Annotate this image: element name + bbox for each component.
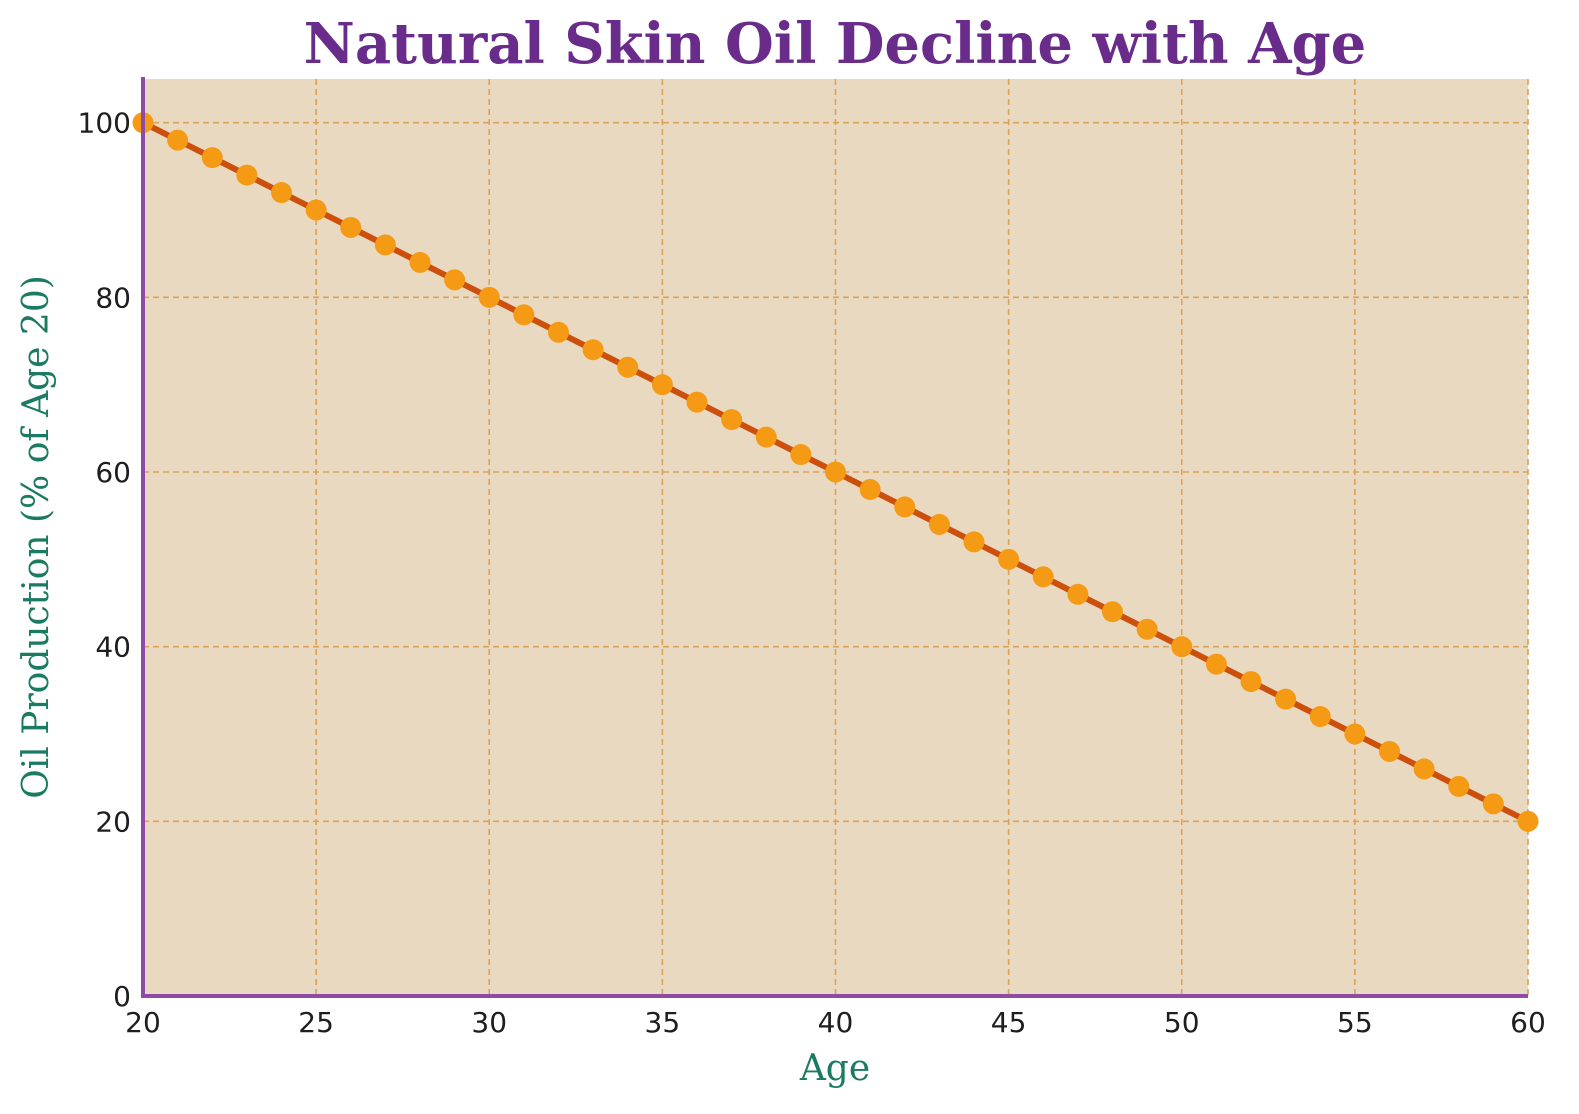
data-point [236,164,258,186]
data-point [271,182,292,204]
x-tick-label: 50 [1164,1006,1200,1039]
y-tick-label: 80 [95,281,131,314]
data-point [755,426,777,448]
x-tick-label: 20 [125,1006,161,1039]
data-point [998,548,1020,570]
data-point [1517,810,1539,832]
data-point [548,321,569,343]
data-point [478,286,500,308]
data-point [1309,706,1331,728]
data-point [1413,758,1435,780]
data-point [1102,601,1123,623]
x-tick-label: 40 [818,1006,854,1039]
y-tick-label: 100 [78,107,131,140]
data-point [305,199,327,221]
data-point [617,356,639,378]
data-point [582,339,604,361]
y-axis-ticks: 0 20 40 60 80 100 [78,107,131,1013]
y-tick-label: 40 [95,631,131,664]
data-point [1240,671,1262,693]
y-tick-label: 20 [95,805,131,838]
data-point [1275,688,1297,710]
data-point [790,444,812,466]
data-point [513,304,535,326]
x-tick-label: 30 [471,1006,507,1039]
data-point [721,409,743,431]
data-point [963,531,985,553]
x-tick-label: 60 [1510,1006,1546,1039]
data-point [374,234,396,256]
x-tick-label: 55 [1337,1006,1373,1039]
data-point [444,269,466,291]
x-tick-label: 35 [645,1006,681,1039]
data-point [409,251,431,273]
data-point [1205,653,1227,675]
data-point [825,461,846,483]
x-tick-label: 25 [298,1006,334,1039]
x-axis-label: Age [799,1048,870,1089]
data-point [1171,636,1193,658]
data-point [894,496,916,518]
data-point [1344,723,1366,745]
y-tick-label: 0 [113,980,131,1013]
data-point [1067,583,1089,605]
x-tick-label: 45 [991,1006,1027,1039]
data-point [928,513,950,535]
plot-area [143,79,1528,996]
x-axis-ticks: 20 25 30 35 40 45 50 55 60 [125,1006,1546,1039]
data-point [1448,775,1470,797]
data-point [340,216,362,238]
data-point [167,129,189,151]
data-point [1136,618,1158,640]
data-point [1032,566,1054,588]
data-point [1482,793,1504,815]
data-point [651,374,673,396]
data-point [1379,740,1400,762]
y-tick-label: 60 [95,456,131,489]
data-point [859,478,881,500]
data-point [201,147,223,169]
data-point [686,391,708,413]
y-axis-label: Oil Production (% of Age 20) [16,275,57,799]
chart-title: Natural Skin Oil Decline with Age [304,11,1367,77]
